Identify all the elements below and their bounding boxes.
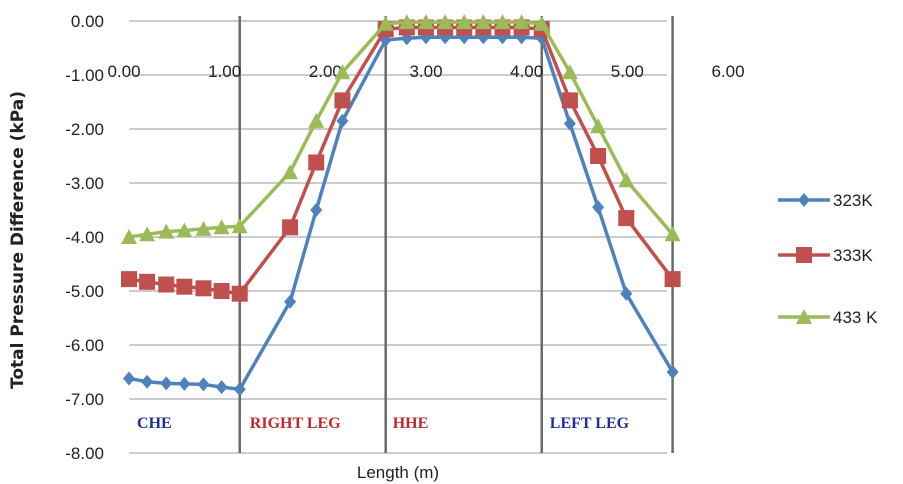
data-point (282, 219, 299, 236)
data-point (666, 365, 679, 379)
legend-label: 323K (833, 191, 873, 210)
data-point (398, 14, 415, 30)
series-line (128, 35, 675, 392)
series-line (128, 20, 674, 239)
y-tick-label: -7.00 (65, 390, 104, 409)
y-tick-label: -2.00 (65, 120, 104, 139)
data-point (796, 247, 812, 263)
data-point (664, 226, 681, 242)
data-point (400, 31, 413, 46)
series-433k (121, 14, 681, 244)
series-333k (121, 19, 681, 302)
data-point (533, 15, 550, 31)
y-tick-labels: 0.00 -1.00 -2.00 -3.00 -4.00 -5.00 -6.00 -7.00 -… (65, 12, 104, 463)
data-point (618, 210, 635, 227)
legend-item: 323K (778, 191, 873, 210)
y-tick-label: -4.00 (65, 228, 104, 247)
x-tick-labels: 0.00 1.00 2.00 3.00 4.00 5.00 6.00 (107, 62, 744, 81)
region-label: CHE (137, 415, 172, 432)
data-point (563, 116, 576, 131)
series-layer (121, 14, 681, 397)
legend: 323K 333K 433 K (778, 191, 878, 327)
legend-item: 333K (778, 246, 873, 265)
data-point (475, 14, 492, 30)
legend-label: 333K (833, 246, 873, 265)
x-tick-label: 4.00 (510, 62, 543, 81)
data-point (336, 113, 349, 128)
data-point (798, 193, 810, 207)
data-point (310, 203, 323, 217)
y-tick-label: -1.00 (65, 66, 104, 85)
data-point (590, 148, 607, 164)
legend-item: 433 K (778, 308, 878, 327)
data-point (590, 118, 607, 134)
data-point (176, 222, 193, 238)
x-axis-title: Length (m) (357, 463, 439, 482)
series-323k (123, 30, 679, 397)
data-point (664, 271, 681, 288)
data-point (561, 92, 578, 109)
data-point (123, 371, 135, 386)
data-point (233, 382, 246, 397)
region-label: HHE (393, 415, 429, 432)
data-point (213, 283, 230, 299)
data-point (334, 64, 351, 80)
y-tick-label: 0.00 (71, 12, 104, 31)
y-tick-label: -5.00 (65, 282, 104, 301)
data-point (231, 285, 248, 302)
data-point (195, 220, 212, 236)
data-point (121, 271, 137, 288)
x-tick-label: 3.00 (409, 62, 442, 81)
data-point (231, 218, 248, 234)
data-point (456, 14, 473, 30)
data-point (158, 276, 175, 293)
data-point (620, 286, 633, 301)
data-point (437, 14, 454, 30)
data-point (334, 92, 351, 109)
data-point (308, 154, 325, 171)
y-axis-title: Total Pressure Difference (kPa) (8, 91, 28, 389)
y-tick-label: -6.00 (65, 336, 104, 355)
data-point (178, 376, 191, 391)
x-tick-label: 0.00 (107, 62, 140, 81)
data-point (796, 309, 812, 324)
data-point (160, 376, 173, 391)
data-point (377, 15, 394, 31)
y-tick-label: -8.00 (65, 444, 104, 463)
region-labels: CHE RIGHT LEG HHE LEFT LEG (137, 415, 630, 432)
data-point (197, 377, 210, 392)
region-label: RIGHT LEG (250, 415, 341, 432)
x-tick-label: 1.00 (208, 62, 241, 81)
data-point (494, 14, 511, 30)
data-point (139, 226, 156, 242)
data-point (561, 64, 578, 80)
data-point (141, 374, 154, 389)
data-point (284, 294, 297, 309)
gridlines (129, 20, 667, 454)
legend-label: 433 K (833, 308, 878, 327)
data-point (158, 223, 175, 239)
data-point (121, 229, 137, 244)
data-point (308, 112, 325, 128)
data-point (618, 172, 635, 188)
data-point (417, 14, 434, 30)
data-point (513, 14, 530, 30)
x-tick-label: 5.00 (611, 62, 644, 81)
data-point (176, 278, 193, 295)
data-point (592, 200, 605, 215)
y-tick-label: -3.00 (65, 174, 104, 193)
data-point (282, 164, 299, 180)
x-tick-label: 2.00 (309, 62, 342, 81)
data-point (535, 31, 548, 46)
data-point (195, 280, 212, 297)
data-point (215, 380, 228, 395)
data-point (139, 273, 156, 290)
x-tick-label: 6.00 (711, 62, 744, 81)
data-point (213, 219, 230, 235)
region-label: LEFT LEG (550, 415, 630, 432)
